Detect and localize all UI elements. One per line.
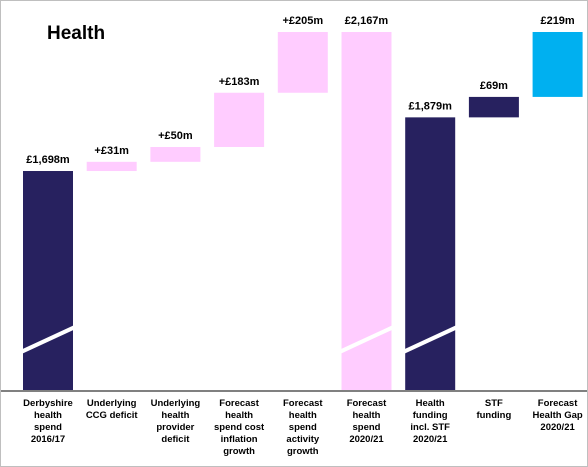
data-label-8: £219m bbox=[540, 15, 574, 27]
bar-3 bbox=[214, 92, 265, 147]
bar-2 bbox=[150, 147, 201, 162]
bar-7 bbox=[468, 96, 519, 118]
category-label-2: Underlying health provider deficit bbox=[150, 398, 201, 445]
data-label-4: +£205m bbox=[282, 15, 323, 27]
axis-break-mark-6 bbox=[402, 325, 459, 354]
axis-break-mark-5 bbox=[338, 325, 395, 354]
category-label-3: Forecast health spend cost inflation gro… bbox=[214, 398, 265, 457]
bar-5 bbox=[341, 32, 392, 390]
data-label-6: £1,879m bbox=[408, 100, 452, 112]
category-label-0: Derbyshire health spend 2016/17 bbox=[23, 398, 73, 445]
bar-4 bbox=[277, 32, 328, 93]
data-label-1: +£31m bbox=[94, 145, 129, 157]
data-label-5: £2,167m bbox=[345, 15, 389, 27]
category-label-8: Forecast Health Gap 2020/21 bbox=[532, 398, 583, 433]
bar-0 bbox=[23, 171, 73, 390]
category-label-6: Health funding incl. STF 2020/21 bbox=[410, 398, 450, 445]
data-label-0: £1,698m bbox=[26, 154, 70, 166]
bar-8 bbox=[532, 32, 583, 97]
category-label-5: Forecast health spend 2020/21 bbox=[346, 398, 387, 445]
data-label-7: £69m bbox=[480, 80, 508, 92]
bar-1 bbox=[86, 161, 137, 172]
chart-title: Health bbox=[47, 23, 106, 44]
data-label-3: +£183m bbox=[219, 76, 260, 88]
category-label-4: Forecast health spend activity growth bbox=[282, 398, 323, 457]
data-label-2: +£50m bbox=[158, 130, 193, 142]
axis-break-mark-0 bbox=[20, 325, 76, 354]
category-label-7: STF funding bbox=[476, 398, 512, 421]
category-label-1: Underlying CCG deficit bbox=[85, 398, 138, 421]
bar-6 bbox=[405, 117, 456, 390]
